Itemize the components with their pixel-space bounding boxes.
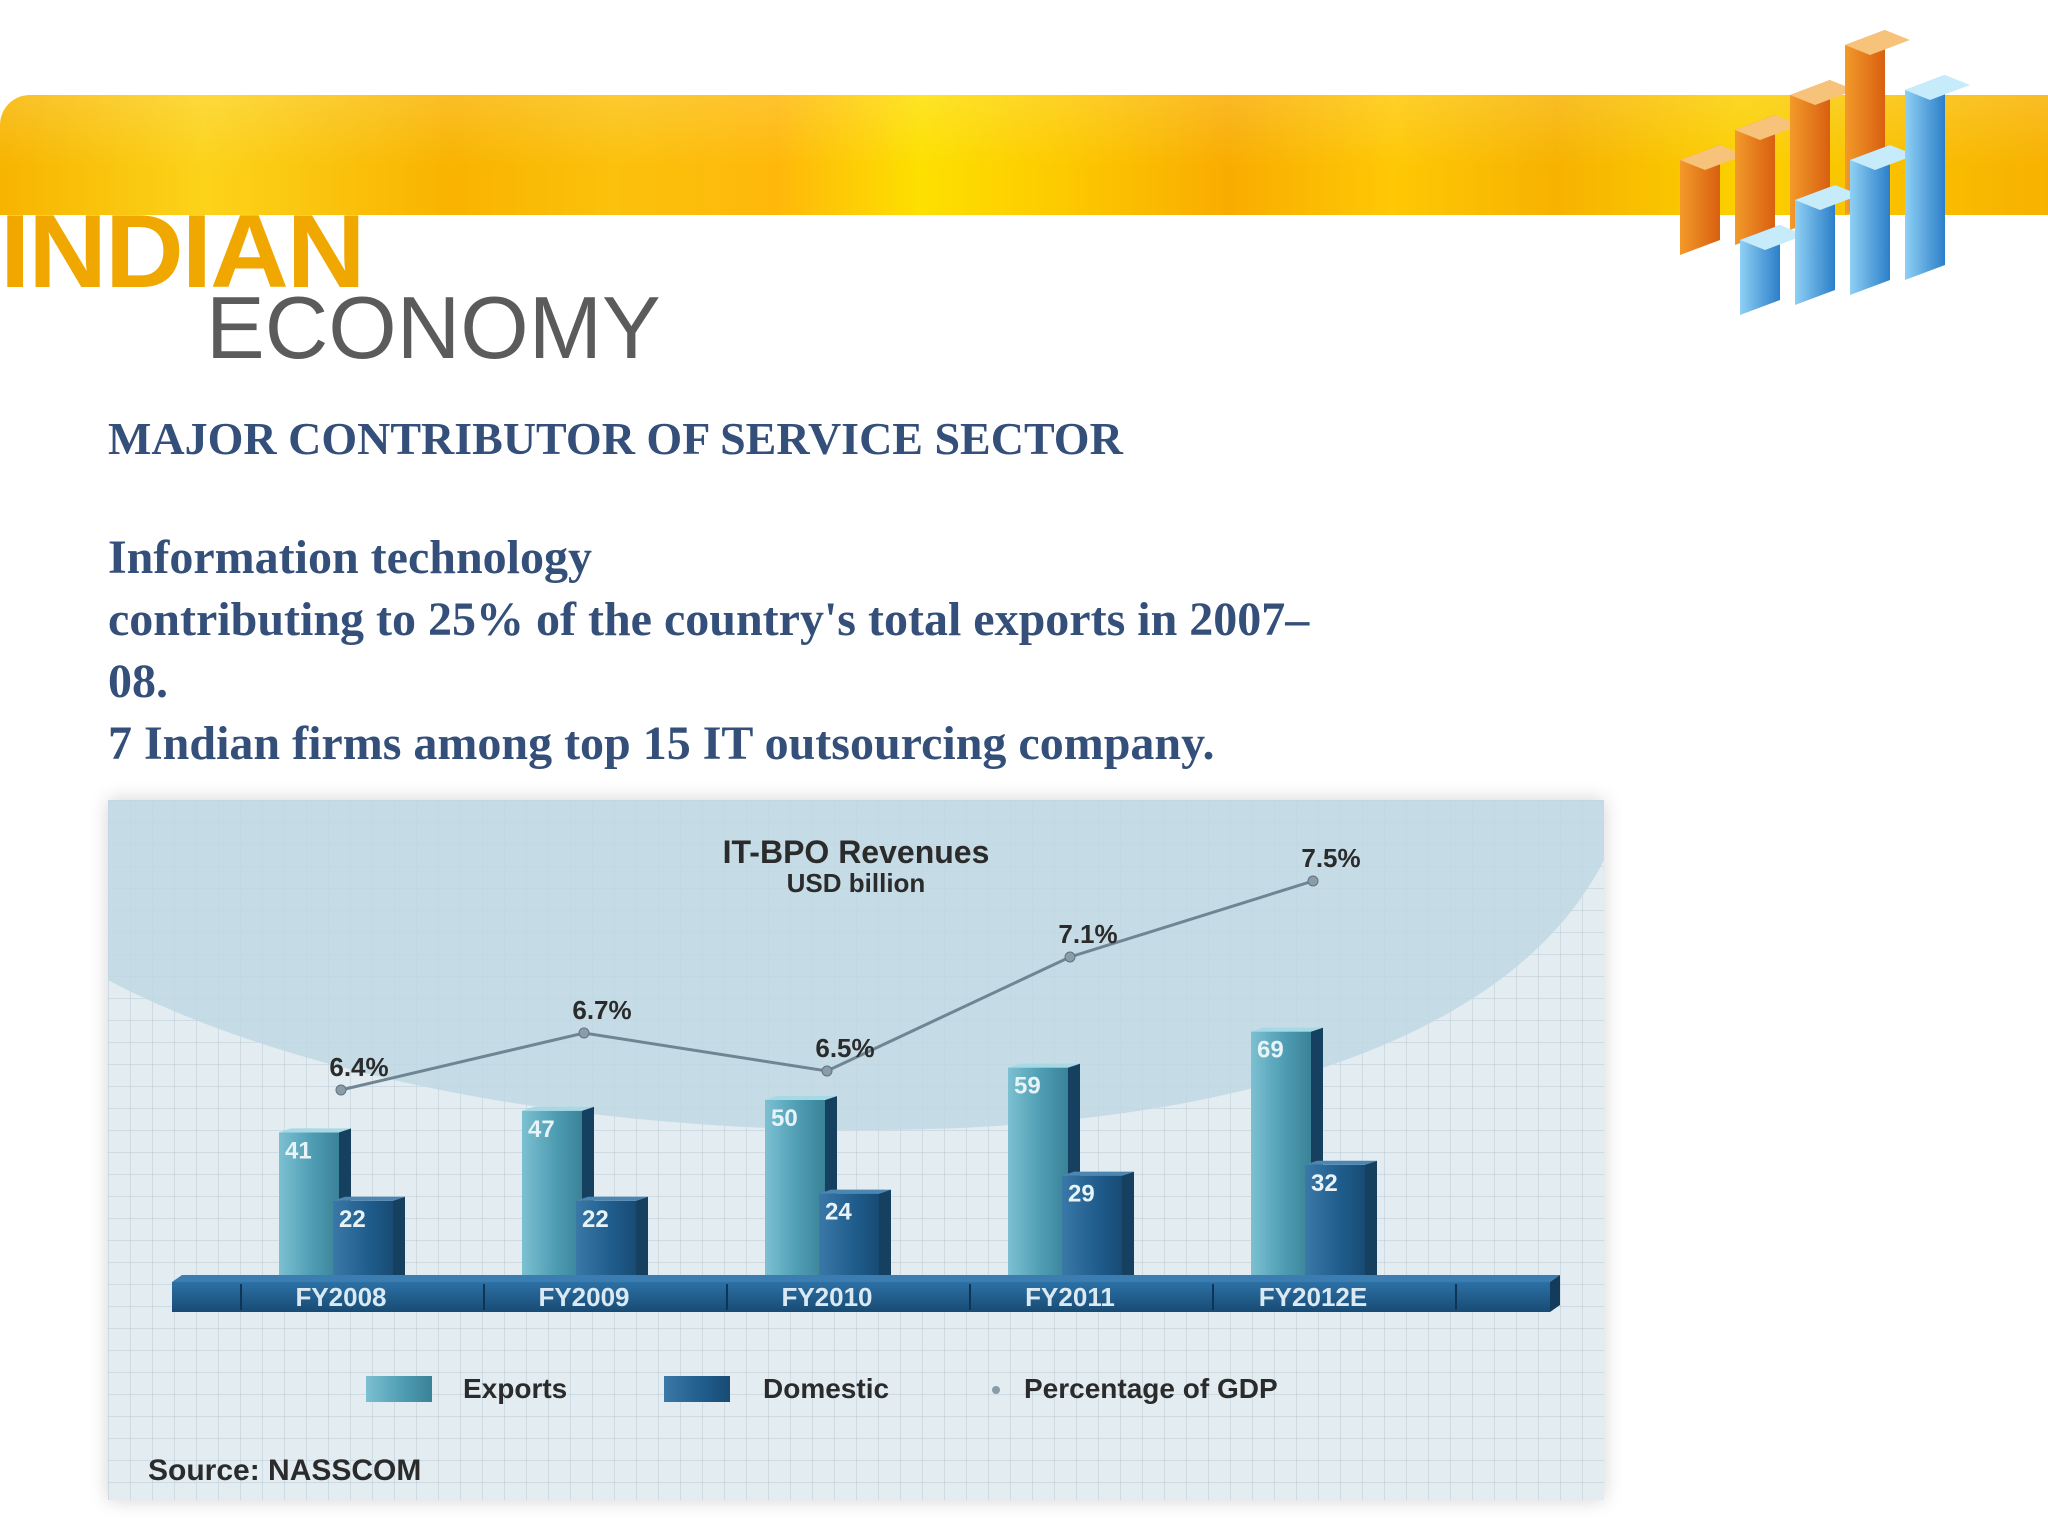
exports-bar-2-top: [522, 1106, 594, 1111]
exports-bar-3-top: [765, 1096, 837, 1100]
gdp-label-4: 7.1%: [1058, 919, 1117, 949]
gdp-label-1: 6.4%: [329, 1052, 388, 1082]
body-line-1: Information technology: [108, 531, 592, 584]
chart-legend: Exports Domestic Percentage of GDP: [366, 1373, 1278, 1404]
domestic-bar-1-side: [393, 1196, 405, 1280]
domestic-bar-4-label: 29: [1068, 1181, 1095, 1208]
x-tick-label-5: FY2012E: [1259, 1282, 1367, 1312]
chart-backdrop-arc: [108, 800, 1604, 1130]
legend-gdp-marker: [992, 1386, 1000, 1394]
body-line-4: 7 Indian firms among top 15 IT outsourci…: [108, 717, 1215, 770]
domestic-bar-2-top: [576, 1196, 648, 1201]
domestic-bar-3-label: 24: [825, 1199, 852, 1226]
domestic-bar-4: 29: [1062, 1171, 1134, 1280]
it-bpo-chart: IT-BPO Revenues USD billion 41 22 47 22 50 24…: [108, 800, 1604, 1500]
exports-bar-5-label: 69: [1257, 1037, 1284, 1064]
gdp-point-5: [1307, 875, 1319, 887]
exports-bar-5: 69: [1251, 1027, 1323, 1280]
domestic-bar-3-face: [819, 1193, 879, 1280]
legend-exports: Exports: [366, 1373, 567, 1404]
domestic-bar-2-label: 22: [582, 1206, 609, 1233]
legend-exports-label: Exports: [463, 1373, 567, 1404]
domestic-bar-1-label: 22: [339, 1206, 366, 1233]
section-heading: MAJOR CONTRIBUTOR OF SERVICE SECTOR: [108, 413, 1123, 464]
exports-bar-1-top: [279, 1128, 351, 1133]
exports-bar-3-face: [765, 1100, 825, 1280]
domestic-bar-2: 22: [576, 1196, 648, 1280]
axis-band-side: [1550, 1275, 1560, 1312]
category-axis: FY2008 FY2009 FY2010 FY2011 FY2012E: [172, 1275, 1560, 1312]
exports-bar-2-face: [522, 1110, 582, 1280]
domestic-bar-5-label: 32: [1311, 1170, 1338, 1197]
bar-chart-3d-icon: [1680, 30, 1970, 315]
axis-band-top: [172, 1275, 1560, 1282]
legend-domestic: Domestic: [664, 1373, 889, 1404]
gdp-point-1: [335, 1084, 347, 1096]
domestic-bar-5: 32: [1305, 1160, 1377, 1280]
domestic-bar-3: 24: [819, 1189, 891, 1280]
legend-domestic-swatch: [664, 1376, 730, 1402]
body-line-3: 08.: [108, 655, 168, 708]
domestic-bar-1: 22: [333, 1196, 405, 1280]
chart-title: IT-BPO Revenues: [723, 834, 990, 870]
logo-blue-bars: [1740, 75, 1970, 315]
gdp-label-2: 6.7%: [572, 995, 631, 1025]
gdp-label-5: 7.5%: [1301, 843, 1360, 873]
gdp-label-3: 6.5%: [815, 1033, 874, 1063]
body-line-2: contributing to 25% of the country's tot…: [108, 593, 1310, 646]
bars-layer: 41 22 47 22 50 24 59 29 69 32: [279, 1027, 1377, 1280]
x-tick-label-2: FY2009: [538, 1282, 629, 1312]
domestic-bar-5-face: [1305, 1164, 1365, 1280]
exports-bar-4-label: 59: [1014, 1073, 1041, 1100]
gdp-line-layer: 6.4% 6.7% 6.5% 7.1% 7.5%: [329, 843, 1361, 1096]
title-economy: ECONOMY: [206, 278, 661, 377]
domestic-bar-3-top: [819, 1189, 891, 1194]
legend-gdp-label: Percentage of GDP: [1024, 1373, 1278, 1404]
domestic-bar-3-side: [879, 1189, 891, 1280]
exports-bar-1-label: 41: [285, 1137, 312, 1164]
domestic-bar-2-face: [576, 1200, 636, 1280]
category-axis-band: [172, 1275, 1560, 1312]
chart-canvas: IT-BPO Revenues USD billion 41 22 47 22 50 24…: [108, 800, 1604, 1500]
exports-bar-2-label: 47: [528, 1116, 555, 1143]
domestic-bar-4-face: [1062, 1175, 1122, 1280]
gdp-point-2: [578, 1027, 590, 1039]
exports-bar-5-top: [1251, 1027, 1323, 1032]
gdp-point-4: [1064, 951, 1076, 963]
x-tick-label-4: FY2011: [1025, 1282, 1115, 1312]
domestic-bar-1-top: [333, 1196, 405, 1201]
chart-subtitle: USD billion: [787, 868, 926, 898]
x-tick-label-1: FY2008: [295, 1282, 386, 1312]
title-indian: INDIAN: [0, 194, 366, 310]
domestic-bar-5-top: [1305, 1160, 1377, 1165]
gdp-point-3: [821, 1065, 833, 1077]
domestic-bar-2-side: [636, 1196, 648, 1280]
legend-domestic-label: Domestic: [763, 1373, 889, 1404]
exports-bar-1-face: [279, 1132, 339, 1280]
axis-band-face: [172, 1282, 1550, 1312]
exports-bar-3-label: 50: [771, 1105, 798, 1132]
domestic-bar-1-face: [333, 1200, 393, 1280]
domestic-bar-4-side: [1122, 1171, 1134, 1280]
domestic-bar-4-top: [1062, 1171, 1134, 1176]
legend-gdp: Percentage of GDP: [992, 1373, 1278, 1404]
exports-bar-4-face: [1008, 1067, 1068, 1280]
legend-exports-swatch: [366, 1376, 432, 1402]
exports-bar-4-top: [1008, 1063, 1080, 1068]
domestic-bar-5-side: [1365, 1160, 1377, 1280]
exports-bar-5-face: [1251, 1031, 1311, 1280]
chart-source: Source: NASSCOM: [148, 1454, 421, 1487]
x-tick-label-3: FY2010: [781, 1282, 872, 1312]
